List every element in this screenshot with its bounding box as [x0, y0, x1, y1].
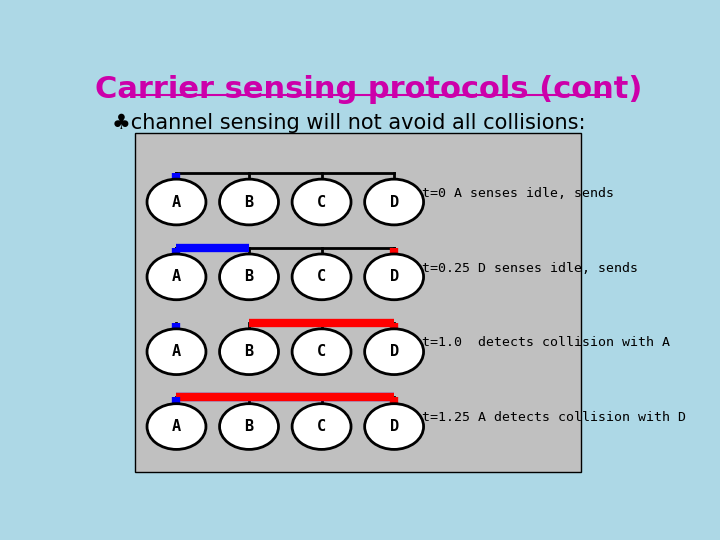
Bar	[135, 133, 581, 472]
Ellipse shape	[364, 179, 423, 225]
Text: C: C	[317, 419, 326, 434]
Text: C: C	[317, 269, 326, 285]
Text: ♣channel sensing will not avoid all collisions:: ♣channel sensing will not avoid all coll…	[112, 113, 586, 133]
Text: t=0.25 D senses idle, sends: t=0.25 D senses idle, sends	[422, 261, 638, 275]
Ellipse shape	[220, 179, 279, 225]
Text: B: B	[245, 269, 253, 285]
Text: A: A	[172, 344, 181, 359]
Ellipse shape	[220, 254, 279, 300]
Ellipse shape	[292, 329, 351, 375]
Text: t=1.25 A detects collision with D: t=1.25 A detects collision with D	[422, 411, 686, 424]
Ellipse shape	[364, 404, 423, 449]
Ellipse shape	[147, 254, 206, 300]
Text: Carrier sensing protocols (cont): Carrier sensing protocols (cont)	[95, 75, 643, 104]
Text: A: A	[172, 269, 181, 285]
Ellipse shape	[292, 404, 351, 449]
Ellipse shape	[364, 329, 423, 375]
Ellipse shape	[147, 404, 206, 449]
Text: A: A	[172, 194, 181, 210]
Text: D: D	[390, 344, 399, 359]
Ellipse shape	[292, 254, 351, 300]
Ellipse shape	[220, 329, 279, 375]
Text: t=1.0  detects collision with A: t=1.0 detects collision with A	[422, 336, 670, 349]
Ellipse shape	[292, 179, 351, 225]
Text: A: A	[172, 419, 181, 434]
Ellipse shape	[220, 404, 279, 449]
Text: C: C	[317, 194, 326, 210]
Text: D: D	[390, 419, 399, 434]
Text: t=0 A senses idle, sends: t=0 A senses idle, sends	[422, 187, 614, 200]
Text: B: B	[245, 419, 253, 434]
Ellipse shape	[147, 179, 206, 225]
Text: B: B	[245, 344, 253, 359]
Ellipse shape	[147, 329, 206, 375]
Text: D: D	[390, 194, 399, 210]
Text: B: B	[245, 194, 253, 210]
Text: D: D	[390, 269, 399, 285]
Ellipse shape	[364, 254, 423, 300]
Text: C: C	[317, 344, 326, 359]
